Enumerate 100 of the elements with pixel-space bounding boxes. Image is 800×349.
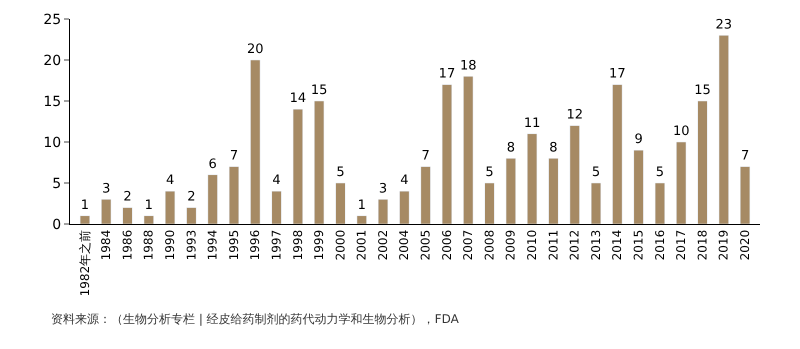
x-tick-label: 2020 — [738, 230, 752, 260]
data-label: 5 — [485, 165, 494, 180]
data-label: 1 — [144, 198, 153, 213]
data-label: 3 — [102, 181, 110, 196]
x-tick-label: 2007 — [461, 230, 476, 260]
data-label: 3 — [378, 181, 388, 196]
bar — [122, 207, 133, 224]
bar — [612, 84, 622, 224]
data-label: 1 — [358, 198, 366, 213]
x-tick-label: 2006 — [440, 230, 454, 260]
x-tick-label: 2000 — [333, 230, 348, 260]
data-label: 15 — [310, 83, 328, 98]
y-tick-label: 20 — [43, 52, 62, 69]
x-tick-label: 1998 — [290, 230, 305, 260]
bar — [250, 60, 260, 224]
bar — [80, 216, 90, 224]
bar — [378, 199, 388, 224]
data-label: 7 — [740, 148, 750, 164]
bar — [442, 84, 452, 224]
y-tick-label: 5 — [52, 176, 62, 192]
data-label: 4 — [166, 173, 174, 188]
x-tick-label: 1988 — [142, 230, 156, 260]
data-label: 7 — [422, 148, 430, 164]
x-tick-label: 1993 — [184, 230, 198, 260]
y-tick-label: 0 — [52, 216, 62, 233]
data-label: 5 — [656, 165, 664, 180]
data-label: 20 — [247, 42, 264, 57]
bar — [654, 182, 665, 224]
x-tick-label: 2004 — [397, 230, 412, 260]
bar — [463, 76, 474, 224]
bar — [676, 142, 686, 224]
data-label: 17 — [438, 66, 456, 82]
x-tick-label: 1996 — [248, 230, 262, 260]
x-tick-label: 1995 — [226, 230, 241, 260]
data-label: 7 — [230, 148, 238, 164]
bar — [292, 108, 303, 224]
x-tick-label: 1990 — [162, 230, 177, 260]
bar — [420, 166, 431, 224]
data-label: 18 — [460, 58, 477, 74]
bar — [548, 158, 558, 224]
x-tick-label: 1984 — [99, 230, 114, 260]
x-tick-label: 2015 — [632, 230, 646, 260]
data-label: 10 — [672, 124, 690, 139]
x-tick-label: 1999 — [312, 230, 326, 260]
text: 资料来源：（生物分析专栏 | 经皮给药制剂的药代动力学和生物分析），FDA — [51, 312, 460, 326]
data-label: 17 — [609, 66, 626, 82]
bar — [527, 134, 538, 224]
data-label: 11 — [524, 116, 540, 131]
bar — [718, 35, 729, 224]
x-tick-label: 2002 — [376, 230, 390, 260]
bar — [740, 166, 750, 224]
bar — [165, 190, 176, 224]
data-label: 2 — [123, 190, 132, 205]
data-label: 14 — [290, 91, 306, 106]
bar — [697, 100, 708, 224]
data-label: 4 — [400, 173, 408, 188]
bar — [314, 100, 324, 224]
x-tick-label: 2009 — [504, 230, 518, 260]
bar — [590, 182, 602, 224]
data-label: 8 — [549, 140, 558, 156]
data-label: 9 — [634, 132, 643, 148]
bar — [335, 182, 346, 224]
x-tick-label: 1982年之前 — [78, 230, 92, 296]
bar — [144, 216, 154, 224]
bar — [208, 174, 218, 224]
x-tick-label: 2017 — [674, 230, 688, 260]
y-tick-label: 25 — [43, 12, 62, 28]
data-label: 1 — [80, 198, 90, 213]
x-tick-label: 2013 — [588, 230, 603, 260]
data-label: 15 — [694, 83, 711, 98]
bar — [228, 166, 240, 224]
x-tick-label: 2011 — [546, 230, 560, 260]
x-tick-label: 2019 — [716, 230, 731, 260]
data-label: 8 — [506, 140, 515, 156]
bar — [570, 125, 580, 224]
x-tick-label: 2018 — [695, 230, 710, 260]
x-tick-label: 2014 — [610, 230, 624, 260]
data-label: 23 — [716, 17, 732, 32]
bar — [634, 150, 644, 224]
data-label: 5 — [336, 165, 345, 180]
bar — [272, 190, 282, 224]
x-tick-label: 1986 — [120, 230, 134, 260]
y-tick-label: 10 — [43, 134, 62, 151]
x-tick-label: 2010 — [525, 230, 540, 260]
data-label: 2 — [187, 190, 196, 205]
bar — [399, 190, 410, 224]
bar — [101, 199, 112, 224]
x-tick-label: 2001 — [354, 230, 369, 260]
bar — [186, 207, 196, 224]
x-tick-label: 2012 — [568, 230, 582, 260]
data-label: 4 — [272, 173, 281, 188]
data-label: 6 — [208, 156, 217, 172]
data-label: 5 — [592, 165, 600, 180]
bar — [506, 158, 516, 224]
bar — [356, 216, 367, 224]
x-tick-label: 2016 — [652, 230, 667, 260]
y-tick-label: 15 — [43, 94, 62, 110]
x-tick-label: 2005 — [418, 230, 433, 260]
x-tick-label: 1994 — [206, 230, 220, 260]
bar — [484, 182, 495, 224]
